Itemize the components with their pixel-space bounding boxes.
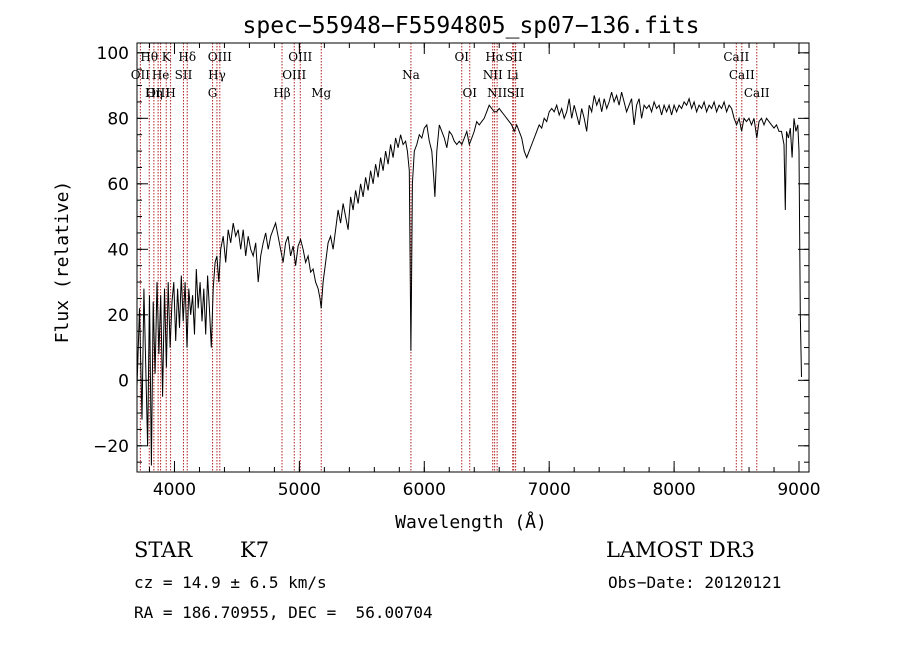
spectral-line-label-4: He: [152, 68, 170, 82]
spectral-line-label-22: Li: [507, 68, 519, 82]
x-tick-label: 6000: [403, 480, 446, 500]
object-class: STAR: [134, 538, 193, 562]
spectral-lines: [139, 43, 758, 472]
spectrum-series: [137, 91, 802, 466]
spectral-line-label-2: OIII: [146, 86, 170, 100]
y-tick-label: 40: [107, 240, 129, 260]
spectral-line-label-3: K: [162, 50, 172, 64]
y-axis-label: Flux (relative): [52, 181, 73, 344]
spectral-line-label-24: SII: [507, 86, 525, 100]
spectral-line-label-7: SII: [175, 68, 193, 82]
x-tick-label: 7000: [528, 480, 571, 500]
spectral-line-label-25: CaII: [723, 50, 749, 64]
spectral-line-label-6: Hδ: [178, 50, 196, 64]
obs-date: Obs−Date: 20120121: [608, 573, 782, 592]
spectral-line-label-20: SII: [505, 50, 523, 64]
spectrum-line-0: [137, 91, 802, 466]
spectral-line-label-8: H: [165, 86, 175, 100]
spectral-line-label-27: CaII: [744, 86, 770, 100]
x-tick-label: 4000: [153, 480, 196, 500]
coordinates: RA = 186.70955, DEC = 56.00704: [134, 603, 433, 622]
spectral-line-label-21: NII: [483, 68, 503, 82]
spectral-line-label-18: OI: [462, 86, 477, 100]
spectral-line-label-16: Na: [402, 68, 420, 82]
x-axis-label: Wavelength (Å): [395, 511, 547, 533]
spectral-line-label-12: OIII: [288, 50, 312, 64]
y-tick-label: 60: [107, 175, 129, 195]
chart-title: spec−55948−F5594805_sp07−136.fits: [243, 13, 700, 39]
spectral-line-label-9: OIII: [208, 50, 232, 64]
spectral-line-label-26: CaII: [729, 68, 755, 82]
axis-ticks: 4000 5000 6000 7000 8000 9000 −20 0 20 40 60 80 100: [93, 43, 821, 500]
survey-name: LAMOST DR3: [606, 538, 755, 562]
x-tick-label: 5000: [278, 480, 321, 500]
plot-frame: [136, 42, 810, 473]
spectral-line-label-23: NII: [487, 86, 507, 100]
y-tick-label: 80: [107, 109, 129, 129]
x-tick-label: 9000: [777, 480, 820, 500]
spectral-line-label-10: Hγ: [208, 68, 226, 82]
spectral-line-label-14: Hβ: [273, 86, 290, 100]
plot-axes: [136, 42, 810, 473]
y-tick-label: −20: [93, 437, 129, 457]
y-tick-label: 20: [107, 306, 129, 326]
spectral-line-label-15: Mg: [311, 86, 331, 100]
spectral-line-label-5: Hη: [145, 86, 163, 100]
x-tick-label: 8000: [652, 480, 695, 500]
y-tick-label: 0: [118, 371, 129, 391]
spectral-line-label-0: Hθ: [140, 50, 158, 64]
spectral-line-label-1: OII: [131, 68, 151, 82]
spectral-line-label-19: Hα: [485, 50, 504, 64]
spectral-line-label-17: OI: [454, 50, 469, 64]
y-tick-label: 100: [97, 44, 129, 64]
redshift-info: cz = 14.9 ± 6.5 km/s: [134, 573, 327, 592]
object-subclass: K7: [240, 538, 270, 562]
spectral-line-label-11: G: [208, 86, 218, 100]
spectral-line-label-13: OIII: [282, 68, 306, 82]
